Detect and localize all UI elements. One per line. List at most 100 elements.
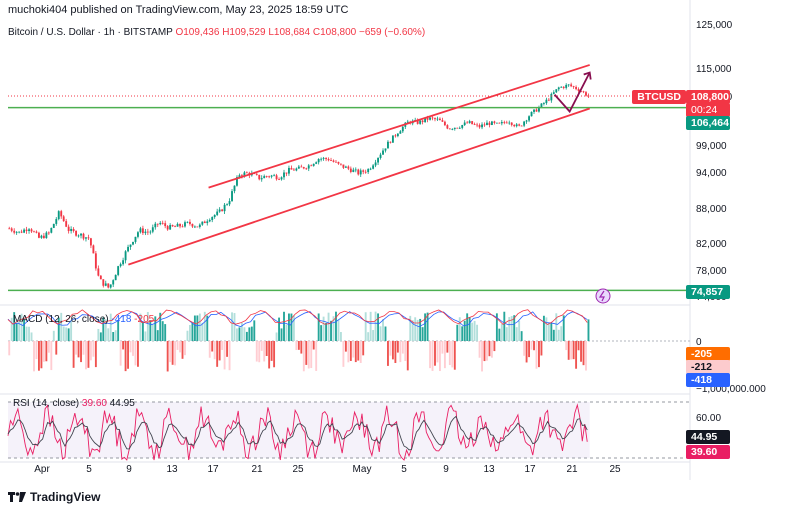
macd-bar [349,341,352,361]
macd-bar [441,341,444,354]
candle-body [179,223,181,227]
candle-body [349,168,352,172]
macd-bar [394,341,397,363]
candle-body [320,158,323,160]
macd-bar [307,341,310,369]
candle-body [325,157,328,160]
candle-body [127,246,129,252]
publisher-line: muchoki404 published on TradingView.com,… [8,4,349,16]
macd-bar [72,341,75,368]
candle-body [62,216,65,222]
price-tick-label: 125,000 [696,20,733,31]
macd-bar [20,313,23,341]
macd-bar [47,341,50,353]
macd-bar [302,341,305,372]
macd-bar [268,341,271,369]
macd-name: MACD (12, 26, close) [13,314,109,325]
candle-body [500,121,503,124]
candle-body [490,121,493,125]
candle-body [342,164,345,168]
candle-body [401,126,404,132]
macd-bar [67,328,70,341]
macd-bar [330,320,332,341]
time-tick-label: 13 [483,464,495,475]
candle-body [260,178,263,180]
candle-body [55,219,58,224]
macd-bar [141,321,144,341]
macd-bar [57,317,60,341]
candle-body [436,118,439,120]
candle-body [38,232,40,238]
candle-body [85,237,87,239]
price-tick-label: 82,000 [696,239,727,250]
candle-body [575,86,578,90]
candle-body [453,127,456,129]
candle-body [176,223,179,227]
rsi-line [7,403,588,461]
candle-body [337,161,340,164]
macd-bar [518,320,521,341]
time-tick-label: 21 [251,464,263,475]
candle-body [535,109,538,112]
candle-body [94,253,97,269]
candle-body [208,219,211,222]
macd-bar [384,326,387,341]
candle-body [8,228,11,230]
candle-body [461,125,464,128]
macd-bar [28,326,30,341]
macd-bar [203,311,206,341]
macd-bar [283,311,285,341]
candle-body [297,166,300,169]
candle-body [258,174,261,180]
candle-body [57,211,60,220]
candle-body [137,232,139,237]
candle-body [538,107,540,112]
macd-bar [70,320,73,341]
candle-body [114,274,117,281]
macd-bar [89,341,92,361]
macd-bar [339,332,342,341]
macd-bar [99,332,102,341]
candle-body [255,173,258,175]
candle-body [117,266,120,275]
macd-bar [476,324,479,341]
macd-bar [92,341,95,357]
rsi-tick: 60.00 [696,413,721,424]
macd-value-1: -418 [111,314,132,325]
macd-bar [374,311,377,341]
macd-bar [139,313,142,341]
macd-bar [62,326,65,341]
macd-bar [208,341,211,358]
candle-body [372,165,375,169]
macd-bar [431,341,434,371]
candle-body [332,160,335,162]
symbol-info: Bitcoin / U.S. Dollar · 1h · BITSTAMP O1… [8,27,425,38]
macd-bar [30,332,33,341]
candle-body [542,103,545,104]
macd-bar [436,341,439,363]
candle-body [107,283,110,288]
macd-bar [10,317,13,341]
macd-bar [38,341,40,371]
macd-bar [193,315,196,341]
brand-name: TradingView [30,490,101,504]
macd-bar [347,341,350,363]
candle-body [478,125,481,128]
macd-bar [335,311,337,341]
candle-body [283,172,285,178]
macd-bar [495,313,498,341]
candle-body [451,128,454,130]
candle-body [243,172,246,177]
macd-bar [119,341,122,366]
macd-bar [520,331,523,341]
candle-body [560,86,563,88]
candle-body [463,122,466,126]
candle-body [174,226,177,228]
candle-body [87,237,90,239]
macd-bar [367,332,370,341]
candle-body [424,117,427,123]
macd-bar [468,317,471,341]
candle-body [169,225,172,230]
macd-bar [265,341,268,356]
